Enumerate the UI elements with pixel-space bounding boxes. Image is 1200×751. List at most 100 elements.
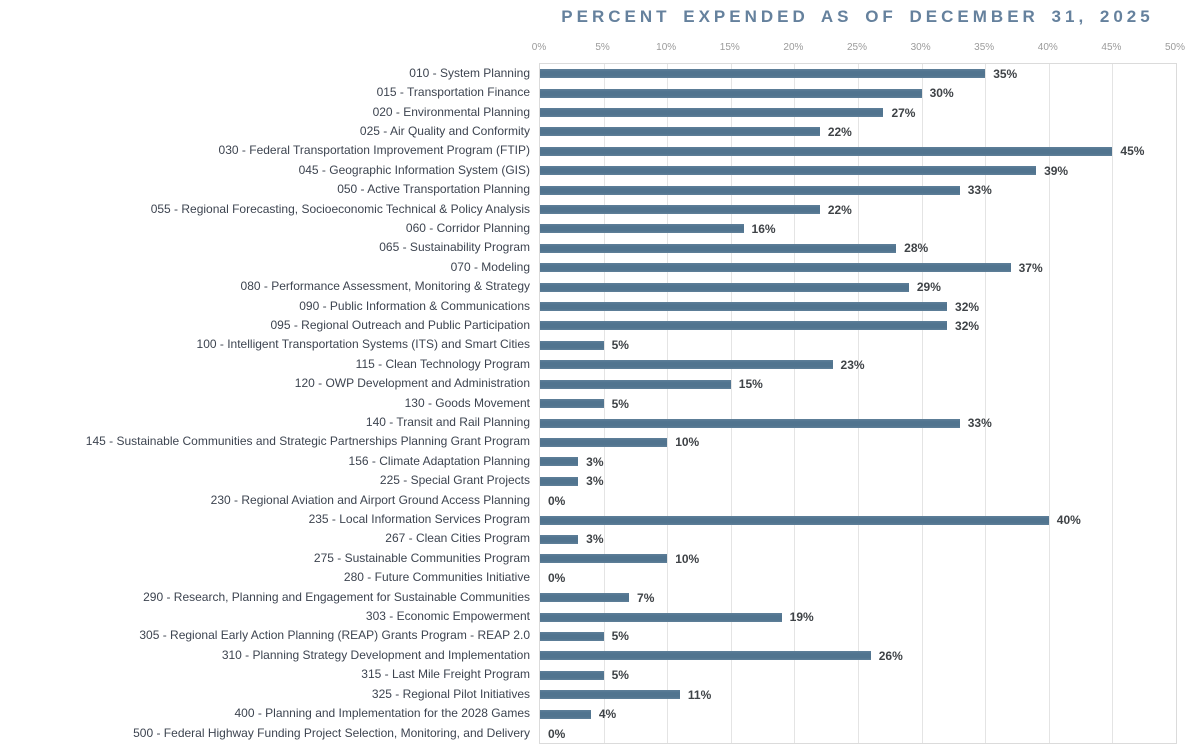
value-label: 3% [586, 474, 604, 489]
category-label: 050 - Active Transportation Planning [337, 182, 530, 197]
value-label: 32% [955, 318, 980, 333]
bar [540, 709, 591, 719]
category-label: 290 - Research, Planning and Engagement … [143, 589, 530, 604]
vertical-gridline [794, 64, 796, 743]
value-label: 35% [993, 66, 1018, 81]
bar [540, 224, 744, 234]
bar-row: 10% [540, 433, 1176, 452]
bar [540, 476, 579, 486]
vertical-gridline [667, 64, 669, 743]
value-label: 23% [840, 357, 865, 372]
bar [540, 205, 820, 215]
bar-row: 3% [540, 530, 1176, 549]
bar [540, 534, 579, 544]
category-label: 140 - Transit and Rail Planning [365, 415, 530, 430]
category-label: 303 - Economic Empowerment [365, 609, 530, 624]
bar-row: 40% [540, 510, 1176, 529]
bar-row: 39% [540, 161, 1176, 180]
bar [540, 690, 680, 700]
category-label: 225 - Special Grant Projects [379, 473, 530, 488]
bar [540, 651, 871, 661]
category-label: 015 - Transportation Finance [376, 85, 530, 100]
value-label: 4% [598, 707, 617, 722]
category-label: 030 - Federal Transportation Improvement… [218, 143, 530, 158]
category-label: 500 - Federal Highway Funding Project Se… [133, 725, 530, 740]
category-label: 305 - Regional Early Action Planning (RE… [139, 628, 530, 643]
x-axis: 0% 5% 10% 15% 20% 25% 30% 35% 40% 45% 50% [532, 42, 1185, 56]
category-label: 070 - Modeling [450, 259, 530, 274]
bar-row: 29% [540, 277, 1176, 296]
value-label: 40% [1056, 513, 1081, 528]
value-label: 3% [586, 532, 604, 547]
category-label: 280 - Future Communities Initiative [343, 570, 530, 585]
bar [540, 88, 922, 98]
value-label: 7% [637, 590, 655, 605]
bar [540, 146, 1113, 156]
category-label: 120 - OWP Development and Administration [294, 376, 530, 391]
value-label: 22% [827, 124, 852, 139]
vertical-gridline [985, 64, 987, 743]
bar [540, 108, 884, 118]
bar-row: 33% [540, 413, 1176, 432]
x-tick-label: 30% [910, 42, 931, 53]
category-label: 090 - Public Information & Communication… [299, 298, 530, 313]
bar-row: 4% [540, 704, 1176, 723]
bar [540, 515, 1049, 525]
bar [540, 340, 604, 350]
x-tick-label: 0% [531, 42, 547, 53]
vertical-gridline [1048, 64, 1050, 743]
bar-row: 37% [540, 258, 1176, 277]
bar-row: 5% [540, 336, 1176, 355]
value-label: 5% [611, 629, 629, 644]
bar [540, 379, 731, 389]
value-label: 27% [891, 105, 916, 120]
bar-row: 10% [540, 549, 1176, 568]
bar-row: 5% [540, 627, 1176, 646]
bar [540, 69, 986, 79]
vertical-gridline [858, 64, 859, 743]
bar-row: 0% [540, 491, 1176, 510]
value-label: 16% [751, 221, 776, 236]
bar-row: 16% [540, 219, 1176, 238]
x-tick-label: 10% [656, 42, 677, 53]
x-tick-label: 25% [846, 42, 868, 53]
bar-row: 5% [540, 666, 1176, 685]
value-label: 5% [611, 396, 629, 411]
bar [540, 457, 579, 467]
bar-row: 35% [540, 64, 1176, 83]
bar [540, 127, 820, 137]
bar-row: 30% [540, 83, 1176, 102]
bar-row: 32% [540, 297, 1176, 316]
bar [540, 321, 948, 331]
bar-row: 22% [540, 200, 1176, 219]
x-tick-label: 35% [974, 42, 995, 53]
category-label: 145 - Sustainable Communities and Strate… [85, 434, 530, 449]
value-label: 26% [878, 648, 903, 663]
category-label: 115 - Clean Technology Program [355, 356, 530, 371]
category-label: 325 - Regional Pilot Initiatives [371, 686, 530, 701]
category-label: 275 - Sustainable Communities Program [313, 550, 530, 565]
bar [540, 554, 668, 564]
value-label: 10% [675, 551, 700, 566]
value-label: 39% [1044, 163, 1069, 178]
bar [540, 166, 1037, 176]
category-label: 235 - Local Information Services Program [308, 512, 530, 527]
value-label: 30% [929, 86, 954, 101]
bar-row: 0% [540, 569, 1176, 588]
value-label: 3% [586, 454, 604, 469]
value-label: 5% [611, 338, 629, 353]
category-label: 060 - Corridor Planning [405, 220, 530, 235]
value-label: 33% [967, 183, 992, 198]
category-label: 315 - Last Mile Freight Program [361, 667, 530, 682]
bar [540, 360, 833, 370]
bar-row: 5% [540, 394, 1176, 413]
bar-row: 33% [540, 180, 1176, 199]
bar-row: 32% [540, 316, 1176, 335]
bar-row: 28% [540, 239, 1176, 258]
category-label: 045 - Geographic Information System (GIS… [298, 162, 530, 177]
bar-row: 22% [540, 122, 1176, 141]
category-label: 080 - Performance Assessment, Monitoring… [240, 279, 530, 294]
vertical-gridline [1112, 64, 1114, 743]
value-label: 32% [955, 299, 980, 314]
